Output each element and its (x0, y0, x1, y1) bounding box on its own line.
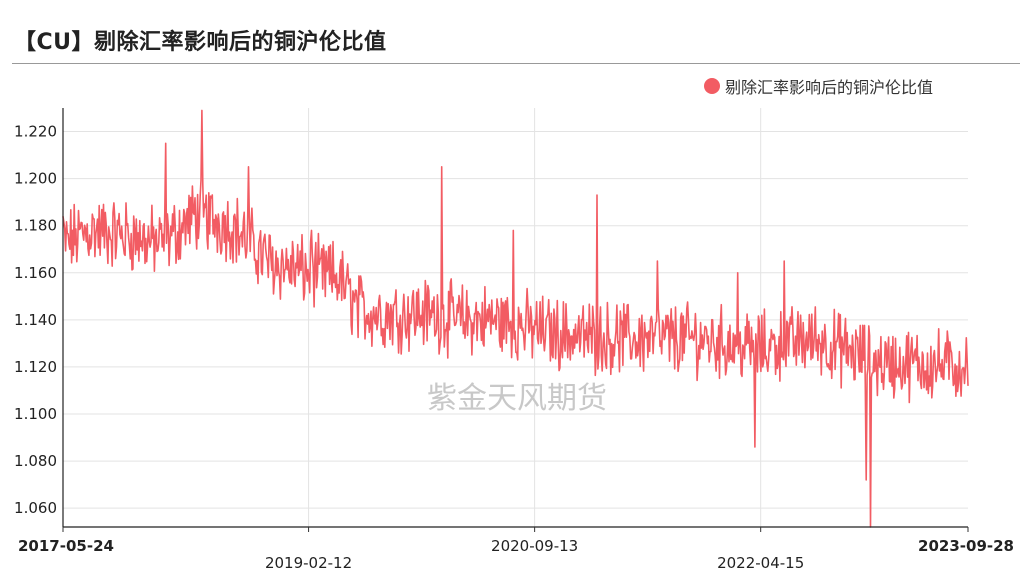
legend-dot-icon (703, 78, 720, 94)
x-tick-label: 2023-09-28 (918, 537, 1014, 555)
y-tick-label: 1.200 (14, 170, 57, 188)
x-axis-ticks: 2017-05-24 2019-02-12 2020-09-13 2022-04-15… (18, 527, 1014, 572)
y-tick-label: 1.080 (14, 452, 57, 470)
x-tick-label: 2019-02-12 (265, 554, 352, 572)
series-group (62, 109, 969, 528)
chart-title: 【CU】剔除汇率影响后的铜沪伦比值 (14, 30, 387, 55)
y-tick-label: 1.160 (14, 264, 57, 282)
series-line (62, 109, 969, 528)
watermark: 紫金天风期货 (427, 381, 607, 416)
x-tick-label: 2020-09-13 (491, 537, 578, 555)
legend[interactable]: 剔除汇率影响后的铜沪伦比值 (703, 74, 933, 98)
y-tick-label: 1.100 (14, 405, 57, 423)
title-divider (12, 63, 1020, 64)
axes (62, 108, 968, 528)
y-tick-label: 1.220 (14, 123, 57, 141)
x-tick-label: 2017-05-24 (18, 537, 114, 555)
grid-lines (63, 108, 968, 527)
y-tick-label: 1.180 (14, 217, 57, 235)
y-tick-label: 1.060 (14, 499, 57, 517)
y-tick-label: 1.140 (14, 311, 57, 329)
x-tick-label: 2022-04-15 (717, 554, 804, 572)
y-tick-label: 1.120 (14, 358, 57, 376)
legend-label: 剔除汇率影响后的铜沪伦比值 (724, 78, 933, 97)
y-axis-ticks: 1.060 1.080 1.100 1.120 1.140 1.160 1.180 1.200… (14, 123, 57, 518)
